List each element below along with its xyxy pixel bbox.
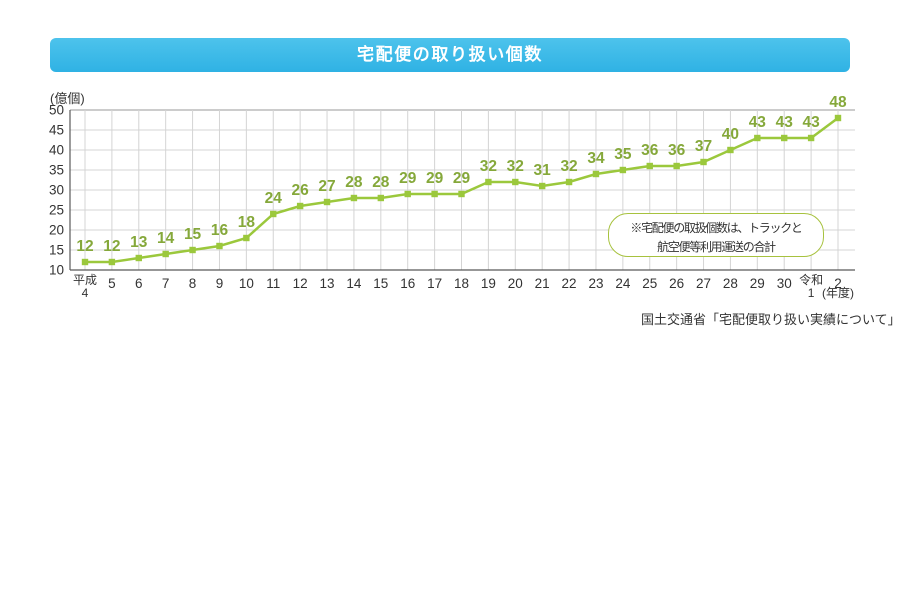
svg-text:10: 10	[239, 276, 254, 291]
svg-text:27: 27	[696, 276, 711, 291]
svg-text:11: 11	[266, 276, 280, 291]
svg-text:21: 21	[535, 276, 550, 291]
svg-text:22: 22	[562, 276, 577, 291]
svg-text:28: 28	[345, 174, 363, 191]
svg-text:25: 25	[49, 203, 64, 218]
svg-text:24: 24	[265, 190, 283, 207]
svg-text:35: 35	[49, 163, 64, 178]
svg-text:26: 26	[292, 182, 310, 199]
svg-text:32: 32	[560, 158, 577, 175]
svg-text:平成: 平成	[73, 273, 97, 287]
svg-text:13: 13	[320, 276, 335, 291]
svg-text:40: 40	[49, 143, 64, 158]
svg-text:29: 29	[399, 170, 417, 187]
svg-text:27: 27	[318, 178, 335, 195]
svg-text:43: 43	[802, 114, 820, 131]
svg-text:48: 48	[829, 94, 847, 111]
svg-text:12: 12	[293, 276, 308, 291]
svg-text:28: 28	[372, 174, 390, 191]
svg-text:7: 7	[162, 276, 170, 291]
svg-text:36: 36	[668, 142, 686, 159]
svg-text:29: 29	[426, 170, 444, 187]
svg-text:31: 31	[534, 162, 552, 179]
svg-text:9: 9	[216, 276, 224, 291]
svg-text:50: 50	[49, 103, 64, 118]
svg-text:6: 6	[135, 276, 143, 291]
svg-text:16: 16	[211, 222, 229, 239]
svg-text:10: 10	[49, 263, 64, 278]
svg-text:14: 14	[157, 230, 175, 247]
svg-text:43: 43	[749, 114, 767, 131]
svg-text:40: 40	[722, 126, 739, 143]
svg-text:28: 28	[723, 276, 738, 291]
svg-text:43: 43	[776, 114, 794, 131]
svg-text:13: 13	[130, 234, 148, 251]
svg-text:(年度): (年度)	[822, 285, 854, 300]
svg-text:30: 30	[777, 276, 792, 291]
svg-text:36: 36	[641, 142, 659, 159]
svg-text:25: 25	[642, 276, 657, 291]
svg-text:29: 29	[453, 170, 471, 187]
svg-text:17: 17	[427, 276, 442, 291]
svg-text:29: 29	[750, 276, 765, 291]
svg-text:32: 32	[480, 158, 497, 175]
svg-text:15: 15	[49, 243, 64, 258]
svg-text:15: 15	[184, 226, 202, 243]
svg-text:令和: 令和	[799, 272, 823, 287]
svg-text:35: 35	[614, 146, 632, 163]
svg-text:34: 34	[587, 150, 605, 167]
svg-text:8: 8	[189, 276, 197, 291]
svg-text:20: 20	[49, 223, 64, 238]
svg-text:45: 45	[49, 123, 64, 138]
svg-text:23: 23	[588, 276, 603, 291]
svg-text:26: 26	[669, 276, 684, 291]
svg-text:30: 30	[49, 183, 64, 198]
svg-text:12: 12	[103, 238, 120, 255]
svg-text:5: 5	[108, 276, 116, 291]
svg-text:12: 12	[76, 238, 93, 255]
svg-text:24: 24	[615, 276, 631, 291]
svg-text:18: 18	[238, 214, 256, 231]
svg-text:19: 19	[481, 276, 496, 291]
svg-text:18: 18	[454, 276, 469, 291]
svg-text:15: 15	[373, 276, 388, 291]
svg-text:16: 16	[400, 276, 415, 291]
svg-text:32: 32	[507, 158, 524, 175]
svg-text:20: 20	[508, 276, 523, 291]
svg-text:1: 1	[808, 286, 815, 300]
svg-text:37: 37	[695, 138, 712, 155]
svg-text:14: 14	[346, 276, 362, 291]
svg-text:4: 4	[82, 286, 89, 300]
